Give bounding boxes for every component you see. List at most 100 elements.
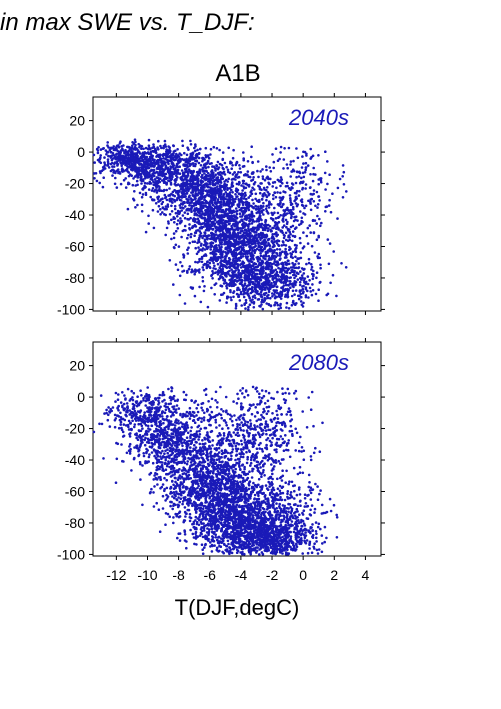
scatter-point — [247, 185, 251, 188]
scatter-point — [206, 159, 210, 163]
scatter-point — [312, 269, 315, 273]
scatter-point — [173, 424, 177, 427]
scatter-point — [254, 197, 257, 201]
scatter-point — [279, 184, 282, 188]
scatter-point — [282, 214, 285, 217]
scatter-point — [126, 170, 130, 173]
scatter-point — [280, 268, 283, 272]
scatter-point — [234, 233, 238, 237]
scatter-point — [254, 280, 257, 283]
scatter-point — [300, 216, 304, 220]
scatter-point — [153, 430, 156, 433]
scatter-point — [236, 288, 239, 292]
scatter-point — [250, 215, 254, 218]
scatter-point — [173, 221, 176, 224]
scatter-point — [336, 186, 340, 190]
scatter-point — [302, 272, 306, 275]
scatter-point — [268, 285, 271, 289]
scatter-point — [125, 167, 129, 171]
scatter-point — [207, 185, 210, 189]
scatter-point — [295, 175, 298, 179]
scatter-point — [185, 192, 188, 195]
scatter-point — [151, 154, 154, 158]
scatter-point — [136, 176, 139, 179]
scatter-point — [161, 400, 164, 403]
scatter-point — [244, 209, 248, 213]
scatter-point — [191, 194, 195, 197]
scatter-point — [315, 271, 319, 275]
scatter-point — [180, 235, 183, 239]
scatter-point — [93, 177, 96, 180]
scatter-point — [304, 287, 308, 291]
scatter-point — [178, 204, 182, 207]
scatter-point — [215, 202, 219, 205]
scatter-point — [186, 182, 190, 186]
scatter-point — [194, 270, 197, 274]
scatter-point — [195, 182, 198, 186]
scatter-point — [149, 433, 153, 437]
scatter-point — [215, 206, 219, 210]
scatter-point — [315, 276, 318, 280]
scatter-point — [193, 234, 196, 237]
scatter-point — [226, 212, 230, 215]
scatter-point — [306, 282, 310, 286]
scatter-point — [235, 276, 239, 280]
scatter-point — [203, 195, 207, 198]
scatter-point — [189, 449, 192, 453]
scatter-point — [245, 265, 249, 269]
scatter-point — [160, 146, 163, 150]
scatter-point — [221, 158, 224, 162]
scatter-point — [172, 283, 175, 286]
scatter-point — [186, 165, 189, 169]
scatter-point — [280, 244, 284, 247]
scatter-point — [194, 193, 197, 196]
scatter-point — [275, 226, 279, 230]
scatter-point — [311, 283, 314, 286]
scatter-point — [231, 181, 234, 184]
scatter-point — [186, 236, 189, 240]
scatter-point — [172, 236, 176, 240]
scatter-point — [102, 176, 105, 179]
scatter-point — [203, 216, 207, 220]
scatter-point — [252, 262, 256, 266]
scatter-point — [311, 193, 314, 196]
scatter-point — [193, 186, 196, 189]
scatter-point — [282, 288, 285, 292]
scatter-point — [183, 398, 186, 402]
scatter-point — [243, 217, 246, 221]
scatter-point — [111, 165, 114, 168]
scatter-point — [262, 292, 266, 296]
scatter-point — [285, 270, 289, 273]
scatter-point — [262, 201, 265, 205]
scatter-point — [204, 209, 207, 212]
scatter-point — [134, 184, 137, 187]
scatter-point — [170, 204, 173, 208]
scatter-point — [198, 285, 201, 289]
scatter-point — [194, 154, 198, 157]
scatter-point — [328, 242, 332, 245]
scatter-point — [214, 267, 217, 271]
scatter-point — [189, 286, 193, 289]
scatter-point — [206, 209, 209, 212]
scatter-point — [214, 253, 218, 256]
scatter-point — [313, 251, 317, 254]
scatter-point — [234, 260, 238, 264]
scatter-point — [274, 274, 278, 278]
scatter-point — [164, 154, 168, 157]
scatter-point — [227, 204, 230, 208]
scatter-point — [177, 245, 181, 248]
scatter-point — [98, 181, 101, 185]
scatter-point — [193, 209, 197, 213]
figure-caption: in max SWE vs. T_DJF: — [0, 9, 255, 36]
scatter-point — [311, 277, 315, 281]
scatter-point — [247, 234, 251, 237]
scatter-point — [252, 176, 255, 179]
scatter-point — [162, 154, 165, 157]
scatter-point — [266, 211, 270, 214]
scatter-point — [253, 283, 257, 287]
scatter-point — [200, 417, 204, 420]
scatter-point — [185, 462, 189, 466]
scatter-point — [145, 171, 148, 175]
scatter-point — [223, 197, 227, 200]
scatter-point — [105, 153, 108, 156]
